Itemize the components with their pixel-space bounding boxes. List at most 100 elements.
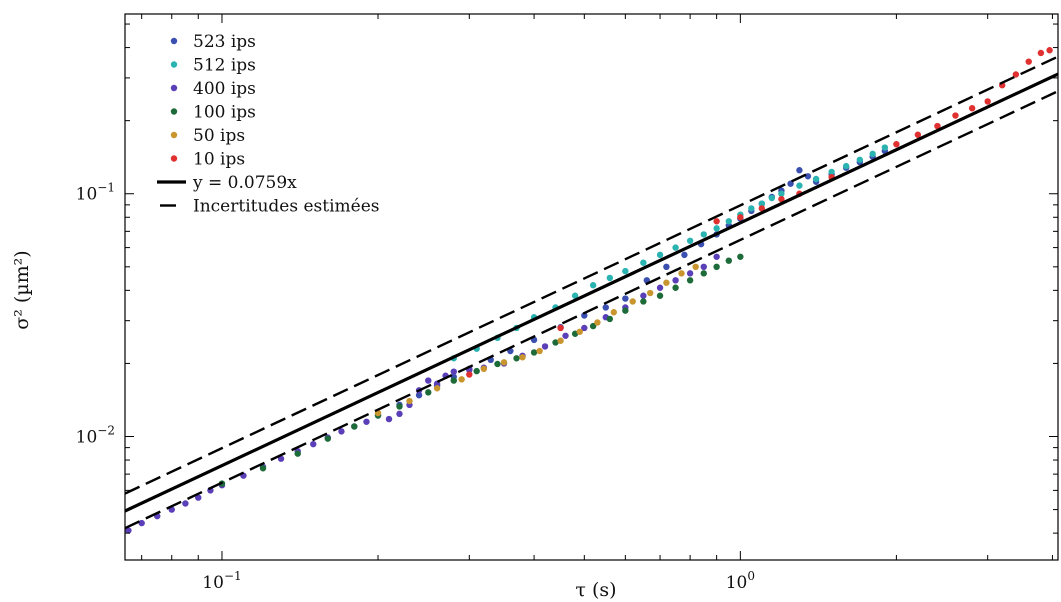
data-point: [692, 263, 699, 271]
data-point: [758, 205, 766, 212]
data-point: [351, 423, 358, 430]
data-point: [610, 309, 618, 316]
data-point: [828, 168, 835, 176]
data-point: [622, 267, 629, 275]
x-tick-label: 10−1: [202, 569, 241, 593]
y-tick-label: 10−1: [76, 181, 115, 205]
data-point: [804, 173, 812, 180]
series-5: [466, 47, 1053, 378]
data-point: [629, 298, 636, 305]
data-point: [138, 519, 145, 527]
data-point: [672, 277, 679, 284]
data-point: [663, 263, 670, 271]
data-point: [480, 365, 488, 373]
legend-marker: [170, 131, 178, 139]
y-tick-label: 10−2: [76, 424, 115, 448]
data-point: [725, 218, 733, 225]
legend-marker: [170, 37, 178, 45]
legend-label: 10 ips: [193, 150, 245, 170]
data-point: [541, 343, 549, 350]
data-point: [758, 200, 766, 207]
plot-content: [125, 47, 1058, 534]
legend: 523 ips 512 ips 400 ips 100 ips 50 ips 10 ips…: [157, 32, 380, 217]
data-point: [396, 403, 403, 410]
data-point: [663, 279, 670, 286]
data-point: [700, 231, 707, 238]
data-point: [324, 435, 331, 442]
data-point: [425, 389, 432, 396]
data-point: [686, 270, 694, 277]
data-point: [396, 410, 403, 418]
data-point: [672, 284, 679, 291]
data-point: [415, 391, 423, 399]
plot-area: [124, 13, 1059, 561]
data-point: [500, 359, 508, 366]
data-point: [466, 371, 473, 378]
data-point: [473, 367, 480, 375]
data-point: [195, 494, 202, 501]
data-point: [914, 131, 922, 138]
data-point: [338, 428, 345, 435]
data-point: [713, 218, 720, 225]
legend-marker: [170, 61, 178, 68]
legend-label: 400 ips: [193, 79, 256, 99]
data-point: [672, 244, 679, 251]
data-point: [513, 355, 520, 362]
data-point: [737, 253, 744, 260]
data-point: [450, 377, 457, 384]
legend-label: y = 0.0759x: [192, 173, 297, 193]
data-point: [640, 292, 647, 299]
data-point: [622, 295, 629, 302]
data-point: [881, 144, 889, 151]
legend-marker: [170, 108, 178, 115]
data-point: [1046, 47, 1053, 54]
data-point: [984, 98, 991, 105]
x-axis-label: τ (s): [575, 579, 616, 601]
data-point: [640, 298, 647, 305]
data-point: [622, 307, 629, 314]
data-point: [581, 324, 588, 332]
data-point: [656, 292, 664, 299]
data-point: [686, 277, 694, 284]
data-point: [681, 251, 688, 259]
axis-ticks: [125, 14, 1058, 560]
data-point: [1012, 71, 1020, 78]
data-point: [530, 349, 538, 356]
legend-marker: [170, 155, 178, 162]
legend-label: 523 ips: [193, 32, 256, 52]
legend-marker: [170, 84, 178, 92]
data-point: [842, 162, 850, 170]
data-point: [686, 237, 694, 244]
data-point: [385, 415, 393, 423]
data-point: [363, 418, 370, 425]
data-point: [576, 328, 583, 335]
series-4: [374, 263, 699, 417]
data-point: [737, 214, 744, 221]
data-point: [536, 347, 543, 355]
data-point: [557, 324, 564, 332]
data-point: [425, 377, 432, 384]
legend-label: 50 ips: [193, 126, 245, 146]
data-point: [656, 251, 664, 259]
data-point: [869, 150, 876, 158]
data-point: [594, 319, 601, 326]
data-point: [678, 270, 685, 277]
data-point: [259, 465, 267, 472]
data-point: [519, 354, 526, 361]
data-point: [589, 282, 597, 289]
data-point: [893, 140, 900, 148]
legend-label: 100 ips: [193, 103, 256, 123]
data-point: [294, 450, 301, 457]
data-point: [700, 270, 707, 277]
y-axis-label: σ² (µm²): [11, 250, 33, 329]
data-point: [562, 332, 569, 339]
data-point: [968, 105, 976, 112]
data-point: [856, 156, 864, 163]
data-point: [602, 304, 609, 311]
x-tick-label: 100: [726, 569, 755, 593]
data-point: [1037, 49, 1045, 57]
legend-label: 512 ips: [193, 56, 256, 76]
data-point: [1025, 58, 1032, 65]
data-point: [646, 289, 654, 297]
